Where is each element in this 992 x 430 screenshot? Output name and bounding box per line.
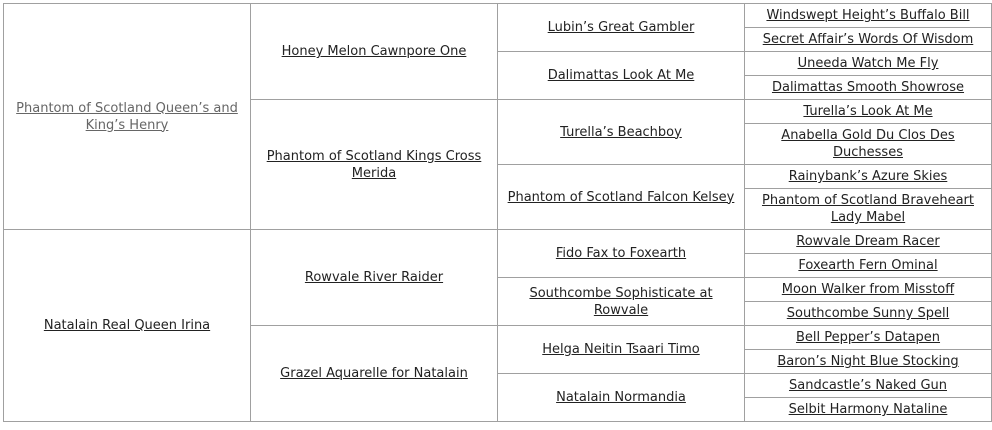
horse-link[interactable]: Selbit Harmony Nataline [788,402,948,417]
pedigree-cell-gen2: Grazel Aquarelle for Natalain [250,325,498,422]
horse-link[interactable]: Rainybank’s Azure Skies [788,169,948,184]
horse-link[interactable]: Uneeda Watch Me Fly [797,56,939,71]
pedigree-cell-gen4: Dalimattas Smooth Showrose [744,75,992,100]
pedigree-cell-gen3: Natalain Normandia [497,373,745,422]
pedigree-cell-gen1: Phantom of Scotland Queen’s and King’s H… [3,3,251,230]
pedigree-cell-gen4: Rowvale Dream Racer [744,229,992,254]
pedigree-row: Secret Affair’s Words Of Wisdom [4,27,992,52]
pedigree-cell-gen3: Turella’s Beachboy [497,99,745,165]
horse-link[interactable]: Dalimattas Look At Me [547,68,695,83]
pedigree-cell-gen4: Secret Affair’s Words Of Wisdom [744,27,992,52]
pedigree-row: Phantom of Scotland Kings Cross Merida Tu… [4,99,992,230]
pedigree-row: Natalain Real Queen Irina Rowvale River R… [3,229,992,422]
pedigree-row: Southcombe Sunny Spell [4,301,992,326]
horse-link[interactable]: Dalimattas Smooth Showrose [771,80,965,95]
pedigree-cell-gen4: Rainybank’s Azure Skies [744,164,992,189]
pedigree-cell-gen4: Southcombe Sunny Spell [744,301,992,326]
pedigree-cell-gen3: Southcombe Sophisticate at Rowvale [497,277,745,326]
horse-link[interactable]: Baron’s Night Blue Stocking [777,354,959,369]
pedigree-cell-gen2: Honey Melon Cawnpore One [250,3,498,100]
pedigree-row: Dalimattas Look At Me Uneeda Watch Me Fly [4,51,992,100]
horse-link[interactable]: Anabella Gold Du Clos Des Duchesses [781,128,955,160]
horse-link[interactable]: Turella’s Look At Me [803,104,933,119]
pedigree-cell-gen3: Lubin’s Great Gambler [497,3,745,52]
horse-link[interactable]: Phantom of Scotland Kings Cross Merida [266,148,482,181]
pedigree-cell-gen4: Foxearth Fern Ominal [744,253,992,278]
pedigree-row: Baron’s Night Blue Stocking [4,349,992,374]
pedigree-row: Foxearth Fern Ominal [4,253,992,278]
horse-link[interactable]: Windswept Height’s Buffalo Bill [766,8,970,23]
pedigree-row: Phantom of Scotland Falcon Kelsey Rainyba… [4,164,992,230]
pedigree-row: Phantom of Scotland Queen’s and King’s H… [3,3,992,230]
pedigree-cell-gen4: Uneeda Watch Me Fly [744,51,992,76]
horse-link[interactable]: Natalain Real Queen Irina [43,318,211,333]
pedigree-cell-gen4: Selbit Harmony Nataline [744,397,992,422]
pedigree-cell-gen4: Moon Walker from Misstoff [744,277,992,302]
horse-link[interactable]: Lubin’s Great Gambler [547,20,695,35]
pedigree-cell-gen1: Natalain Real Queen Irina [3,229,251,422]
pedigree-row: Southcombe Sophisticate at Rowvale Moon W… [4,277,992,326]
pedigree-cell-gen4: Turella’s Look At Me [744,99,992,124]
pedigree-cell-gen4: Sandcastle’s Naked Gun [744,373,992,398]
pedigree-cell-gen4: Baron’s Night Blue Stocking [744,349,992,374]
horse-link[interactable]: Bell Pepper’s Datapen [795,330,941,345]
horse-link[interactable]: Southcombe Sunny Spell [786,306,950,321]
horse-link[interactable]: Fido Fax to Foxearth [555,246,687,261]
pedigree-cell-gen4: Anabella Gold Du Clos Des Duchesses [744,123,992,165]
horse-link[interactable]: Rowvale River Raider [304,270,444,285]
pedigree-row: Natalain Normandia Sandcastle’s Naked Gun [4,373,992,422]
horse-link[interactable]: Sandcastle’s Naked Gun [788,378,948,393]
horse-link[interactable]: Phantom of Scotland Queen’s and King’s H… [16,100,238,133]
horse-link[interactable]: Moon Walker from Misstoff [781,282,955,297]
pedigree-row: Grazel Aquarelle for Natalain Helga Neiti… [4,325,992,422]
pedigree-row: Dalimattas Smooth Showrose [4,75,992,100]
pedigree-row: Selbit Harmony Nataline [4,397,992,422]
horse-link[interactable]: Rowvale Dream Racer [796,234,940,249]
horse-link[interactable]: Phantom of Scotland Braveheart Lady Mabe… [761,193,974,225]
pedigree-cell-gen4: Phantom of Scotland Braveheart Lady Mabe… [744,188,992,230]
horse-link[interactable]: Natalain Normandia [556,390,686,405]
pedigree-cell-gen4: Windswept Height’s Buffalo Bill [744,3,992,28]
horse-link[interactable]: Foxearth Fern Ominal [798,258,938,273]
horse-link[interactable]: Grazel Aquarelle for Natalain [280,366,468,381]
horse-link[interactable]: Southcombe Sophisticate at Rowvale [529,285,713,318]
pedigree-table: Phantom of Scotland Queen’s and King’s H… [3,3,992,422]
horse-link[interactable]: Helga Neitin Tsaari Timo [542,342,700,357]
pedigree-cell-gen2: Phantom of Scotland Kings Cross Merida [250,99,498,230]
horse-link[interactable]: Honey Melon Cawnpore One [281,44,467,59]
horse-link[interactable]: Turella’s Beachboy [560,124,682,140]
pedigree-cell-gen3: Phantom of Scotland Falcon Kelsey [497,164,745,230]
pedigree-row: Anabella Gold Du Clos Des Duchesses [4,123,992,165]
pedigree-cell-gen4: Bell Pepper’s Datapen [744,325,992,350]
horse-link[interactable]: Secret Affair’s Words Of Wisdom [762,32,974,47]
horse-link[interactable]: Phantom of Scotland Falcon Kelsey [507,189,735,205]
pedigree-cell-gen2: Rowvale River Raider [250,229,498,326]
pedigree-cell-gen3: Helga Neitin Tsaari Timo [497,325,745,374]
pedigree-cell-gen3: Fido Fax to Foxearth [497,229,745,278]
pedigree-cell-gen3: Dalimattas Look At Me [497,51,745,100]
